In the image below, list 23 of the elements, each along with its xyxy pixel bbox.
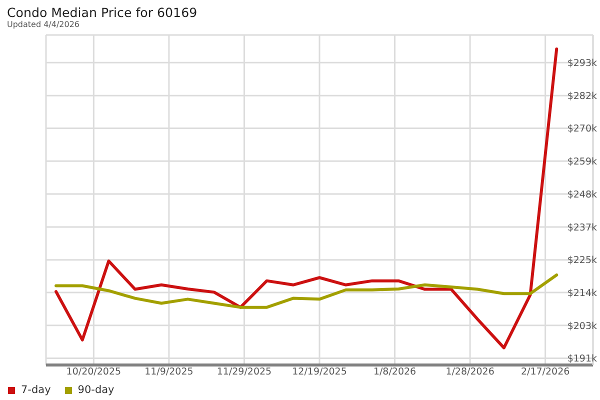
- y-tick-label: $259k: [567, 156, 598, 168]
- chart-title: Condo Median Price for 60169: [7, 5, 198, 20]
- y-tick-label: $214k: [567, 288, 598, 299]
- y-tick-label: $270k: [567, 124, 598, 135]
- x-tick-label: 11/9/2025: [144, 366, 194, 378]
- x-tick-label: 11/29/2025: [216, 366, 272, 378]
- line-series: [54, 274, 558, 309]
- x-tick-label: 1/8/2026: [373, 366, 416, 378]
- y-tick-label: $191k: [567, 354, 598, 365]
- y-tick-label: $282k: [567, 90, 598, 102]
- x-tick-label: 2/17/2026: [520, 366, 570, 378]
- y-tick-label: $225k: [567, 255, 598, 266]
- x-tick-label: 10/20/2025: [66, 366, 122, 378]
- x-tick-label: 12/19/2025: [292, 366, 347, 378]
- y-tick-label: $248k: [567, 189, 598, 200]
- y-tick-label: $237k: [567, 222, 598, 234]
- y-tick-label: $293k: [567, 58, 598, 70]
- legend-label: 90-day: [78, 384, 114, 396]
- x-tick-label: 1/28/2026: [446, 366, 494, 378]
- chart-subtitle: Updated 4/4/2026: [7, 20, 80, 30]
- line-series: [54, 47, 558, 350]
- y-tick-label: $203k: [567, 320, 598, 332]
- legend-label: 7-day: [21, 384, 51, 396]
